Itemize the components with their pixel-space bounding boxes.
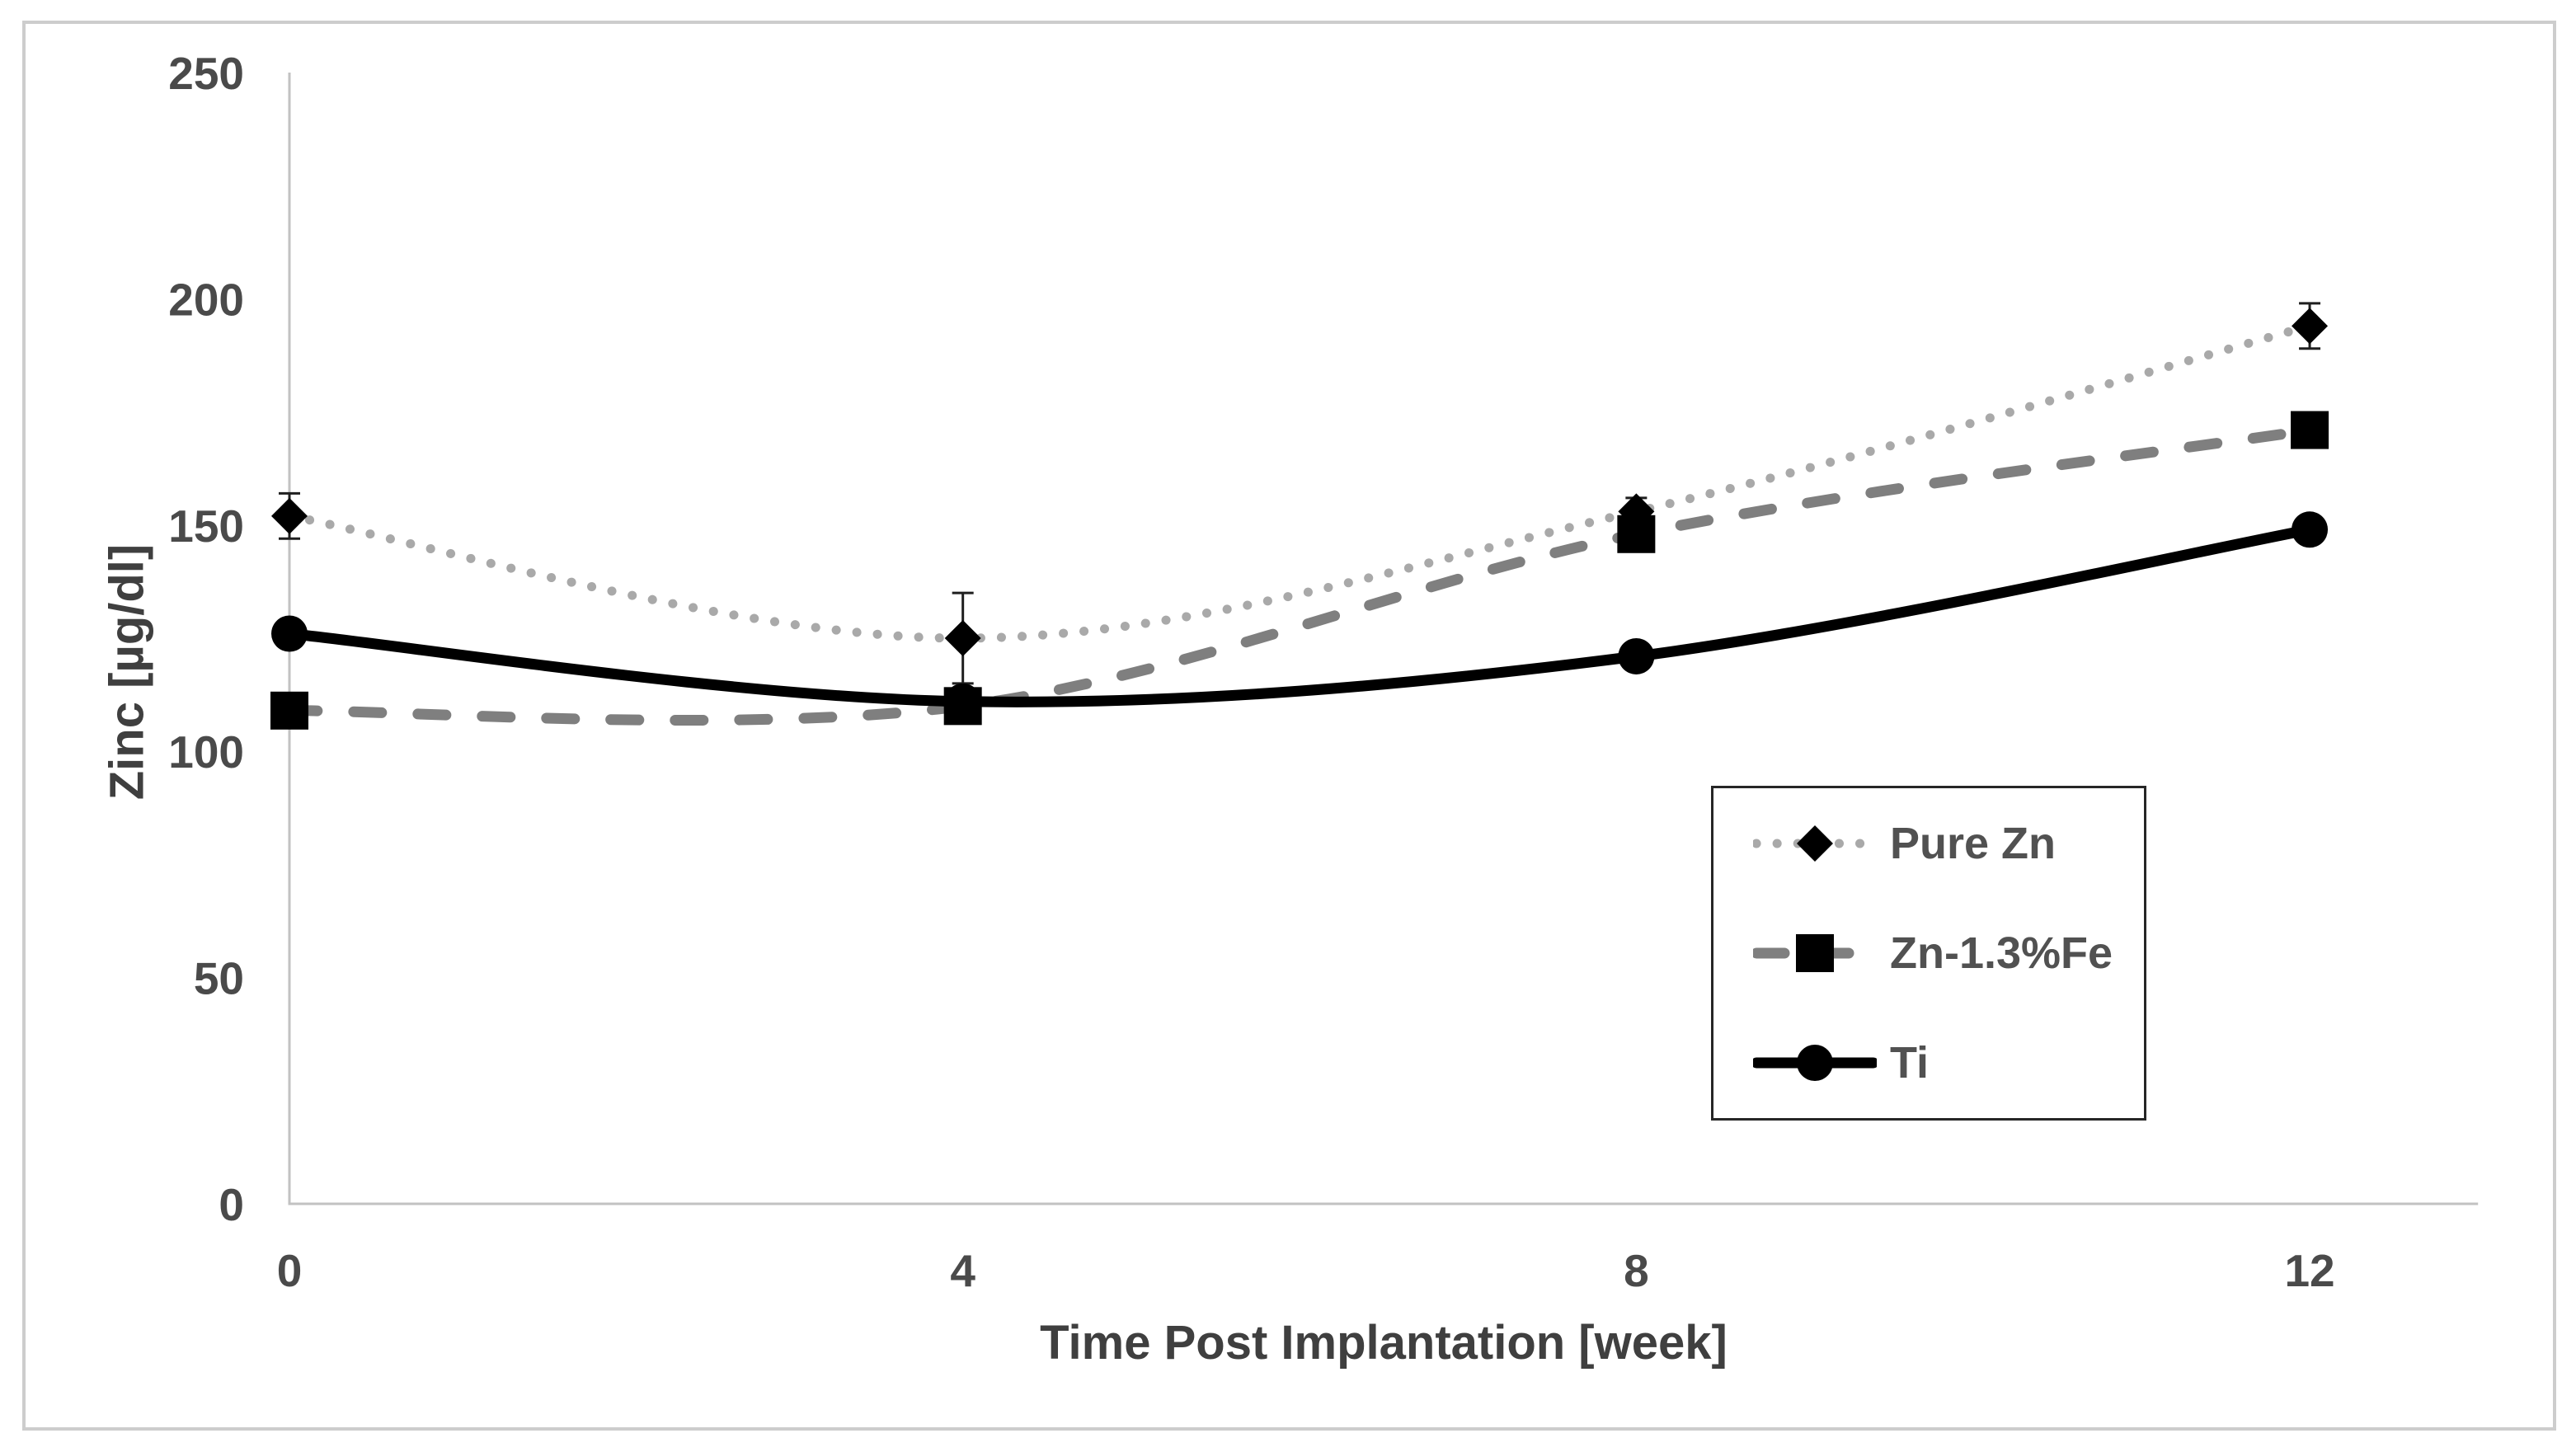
x-tick-label-0: 0: [277, 1245, 303, 1296]
x-tick-label-8: 8: [1624, 1245, 1649, 1296]
series-zn-1-3-fe-marker-w12: [2291, 411, 2329, 449]
series-ti-marker-w0: [271, 615, 308, 652]
y-axis-title: Zinc [µg/dl]: [100, 543, 154, 801]
legend-label-zn-1-3-fe: Zn-1.3%Fe: [1890, 928, 2113, 978]
chart-border: [22, 21, 2556, 1431]
series-pure-zn-marker-w12: [2292, 308, 2329, 345]
series-zn-1-3-fe-marker-w4: [943, 687, 982, 726]
legend-item-pure-zn: Pure Zn: [1753, 802, 2144, 885]
legend-sample-marker: [1797, 1045, 1833, 1082]
legend-label-pure-zn: Pure Zn: [1890, 818, 2057, 868]
series-zn-1-3-fe-marker-w0: [270, 691, 308, 730]
series-ti-marker-w12: [2292, 511, 2329, 548]
series-pure-zn-marker-w8: [1618, 493, 1655, 530]
legend-sample-marker: [1797, 825, 1833, 862]
x-tick-label-12: 12: [2284, 1245, 2334, 1296]
legend-label-ti: Ti: [1890, 1038, 1930, 1088]
y-tick-label-0: 0: [219, 1179, 244, 1230]
y-tick-label-200: 200: [168, 274, 244, 325]
y-tick-label-250: 250: [168, 48, 244, 99]
y-tick-label-50: 50: [194, 953, 244, 1004]
legend: Pure Zn Zn-1.3%Fe Ti: [1711, 786, 2146, 1121]
legend-item-zn-1-3-fe: Zn-1.3%Fe: [1753, 912, 2144, 994]
legend-sample-marker: [1796, 933, 1834, 972]
legend-swatch-dotted-line-diamond-icon: [1753, 825, 1877, 862]
series-ti-line: [284, 524, 2315, 707]
legend-swatch-dashed-line-square-icon: [1753, 933, 1877, 972]
y-tick-label-100: 100: [168, 726, 244, 778]
y-tick-label-150: 150: [168, 500, 244, 552]
x-axis-title: Time Post Implantation [week]: [1040, 1316, 1728, 1370]
series-pure-zn-marker-w0: [271, 497, 308, 534]
legend-item-ti: Ti: [1753, 1022, 2144, 1104]
series-ti-marker-w8: [1618, 637, 1655, 674]
series-zn-1-3-fe-line: [284, 425, 2315, 726]
series-pure-zn-marker-w4: [944, 620, 981, 656]
x-tick-label-4: 4: [950, 1245, 975, 1296]
legend-swatch-solid-line-circle-icon: [1753, 1045, 1877, 1082]
series-pure-zn-line: [284, 321, 2315, 643]
